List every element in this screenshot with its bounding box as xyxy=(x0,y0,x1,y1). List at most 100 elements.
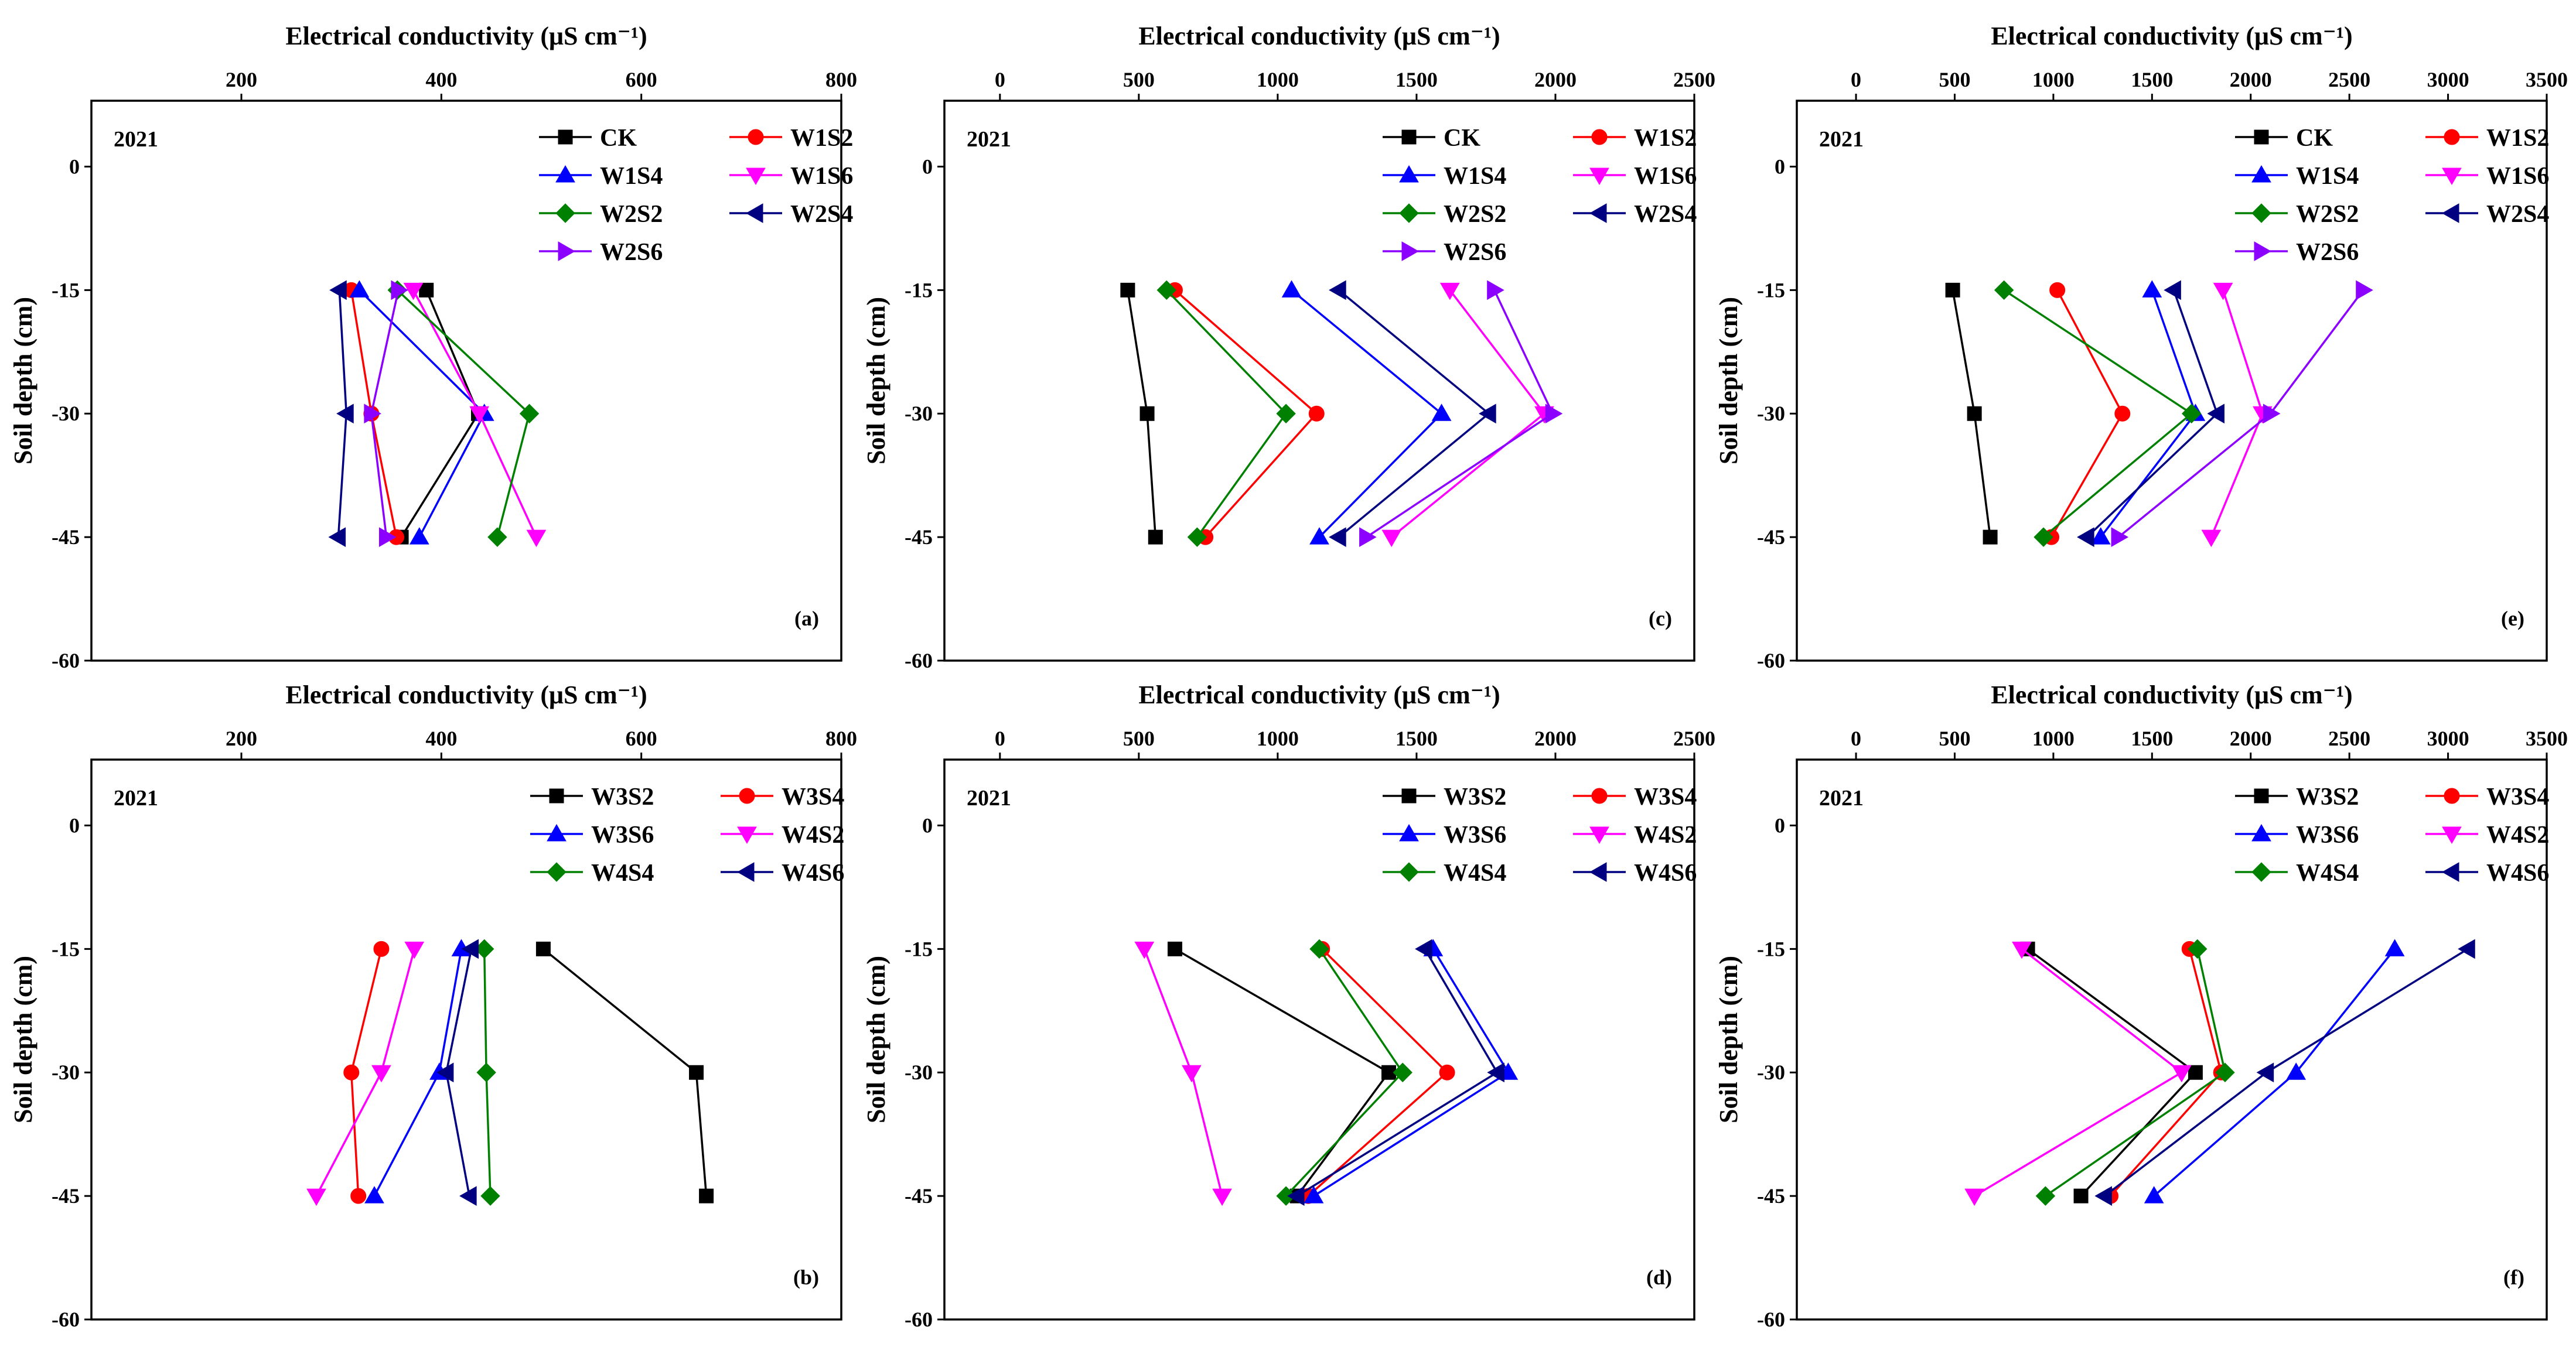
panel-label: (f) xyxy=(2503,1266,2524,1289)
legend-marker xyxy=(737,826,757,845)
series-W3S2 xyxy=(1167,941,1397,1204)
legend-entry-W2S6: W2S6 xyxy=(539,239,663,266)
series-W4S6 xyxy=(436,939,479,1206)
series-W2S2 xyxy=(1156,280,1296,547)
panel-e: Electrical conductivity (μS cm⁻¹) 0 500 100… xyxy=(1714,22,2568,672)
data-point-W4S2-1 xyxy=(1182,1065,1202,1083)
data-point-W1S6-2 xyxy=(526,529,547,548)
y-axis-title: Soil depth (cm) xyxy=(9,297,37,464)
data-point-W4S6-2 xyxy=(1287,1186,1305,1206)
y-axis-title: Soil depth (cm) xyxy=(9,956,37,1123)
series-W2S6 xyxy=(1359,280,1563,547)
y-tick-label: 0 xyxy=(922,813,933,837)
series-W2S6 xyxy=(2111,280,2373,547)
legend-label: W2S6 xyxy=(2296,239,2359,266)
x-tick-label: 1500 xyxy=(1396,727,1438,750)
series-W1S6 xyxy=(1381,282,1554,548)
data-point-W4S6-1 xyxy=(1487,1062,1504,1083)
y-tick-label: -30 xyxy=(52,1061,80,1084)
y-tick-label: -15 xyxy=(905,937,933,960)
series-W1S2 xyxy=(2043,282,2131,545)
plot-frame xyxy=(943,100,1695,662)
legend-entry-W2S2: W2S2 xyxy=(1383,201,1506,228)
data-point-W1S2-1 xyxy=(2114,405,2131,422)
x-axis-title: Electrical conductivity (μS cm⁻¹) xyxy=(1991,22,2352,50)
data-point-W3S4-1 xyxy=(1439,1064,1455,1081)
y-axis-title: Soil depth (cm) xyxy=(862,297,890,464)
legend-label: W1S4 xyxy=(2296,163,2359,190)
y-tick-label: -15 xyxy=(1757,278,1785,302)
legend-marker xyxy=(736,862,755,882)
legend-entry-W1S4: W1S4 xyxy=(1383,163,1506,190)
data-point-W3S6-2 xyxy=(1304,1186,1324,1204)
data-point-W3S2-1 xyxy=(689,1065,704,1080)
y-tick-label: -15 xyxy=(1757,937,1785,960)
x-tick-label: 1500 xyxy=(2131,68,2173,91)
series-line-W3S4 xyxy=(1307,948,1449,1197)
y-tick-label: 0 xyxy=(922,155,933,178)
legend-marker xyxy=(2254,241,2272,261)
legend-label: W3S2 xyxy=(591,784,654,811)
x-tick-label: 1000 xyxy=(1257,68,1299,91)
data-point-W4S2-0 xyxy=(1134,941,1155,959)
legend-marker xyxy=(547,823,567,842)
legend-label: W3S4 xyxy=(1634,784,1697,811)
x-axis-title: Electrical conductivity (μS cm⁻¹) xyxy=(1138,681,1500,709)
series-line-W4S2 xyxy=(1143,948,1223,1196)
legend-marker xyxy=(2251,203,2271,223)
data-point-W2S2-1 xyxy=(2181,404,2202,423)
data-point-W4S4-2 xyxy=(480,1186,500,1206)
x-tick-label: 1500 xyxy=(1396,68,1438,91)
legend-marker xyxy=(1589,862,1607,882)
data-point-W3S6-0 xyxy=(2384,939,2405,956)
legend-marker xyxy=(558,241,576,261)
series-W3S2 xyxy=(2020,941,2203,1204)
legend-entry-W4S2: W4S2 xyxy=(721,822,844,849)
series-W3S4 xyxy=(1300,941,1455,1204)
x-tick-label: 400 xyxy=(425,727,457,750)
data-point-W2S6-0 xyxy=(1487,280,1504,300)
data-point-W3S2-2 xyxy=(2073,1188,2089,1204)
data-point-W2S4-0 xyxy=(329,280,347,300)
data-point-W1S6-0 xyxy=(403,282,424,300)
series-CK xyxy=(394,282,486,545)
data-point-W2S6-1 xyxy=(364,404,381,424)
data-point-W1S4-0 xyxy=(2142,280,2162,298)
legend-entry-W3S2: W3S2 xyxy=(530,784,654,811)
x-tick-label: 500 xyxy=(1123,68,1155,91)
series-W4S6 xyxy=(2094,939,2475,1206)
y-tick-label: -60 xyxy=(905,649,933,672)
year-label: 2021 xyxy=(1819,786,1864,811)
data-point-W1S4-0 xyxy=(1281,280,1302,298)
legend-marker xyxy=(2251,165,2271,183)
legend-label: W2S2 xyxy=(1444,201,1506,228)
legend-label: W2S4 xyxy=(2486,201,2549,228)
data-point-W3S4-0 xyxy=(373,941,390,957)
data-point-CK-1 xyxy=(1139,406,1155,421)
data-point-W2S4-0 xyxy=(2164,280,2181,300)
data-point-W1S6-0 xyxy=(2213,282,2233,300)
legend-entry-W4S6: W4S6 xyxy=(1573,860,1697,887)
data-point-W2S2-1 xyxy=(1276,404,1296,423)
series-W3S4 xyxy=(2103,941,2229,1204)
plot-frame xyxy=(1796,758,2548,1321)
series-line-W2S6 xyxy=(2117,289,2365,538)
legend-marker xyxy=(1589,203,1607,223)
data-point-W4S2-1 xyxy=(2171,1065,2192,1083)
series-W3S4 xyxy=(343,941,390,1204)
y-tick-label: -15 xyxy=(52,937,80,960)
y-tick-label: -45 xyxy=(905,525,933,549)
x-tick-label: 0 xyxy=(995,727,1005,750)
data-point-W2S2-2 xyxy=(487,527,507,547)
legend-entry-W1S2: W1S2 xyxy=(729,125,853,152)
x-tick-label: 200 xyxy=(226,68,257,91)
legend-label: W1S2 xyxy=(1634,125,1697,152)
year-label: 2021 xyxy=(967,786,1011,811)
series-W4S6 xyxy=(1287,939,1504,1206)
data-point-W4S4-0 xyxy=(2188,939,2207,959)
legend-label: W3S6 xyxy=(591,822,654,849)
x-tick-label: 2000 xyxy=(1534,68,1577,91)
x-axis-title: Electrical conductivity (μS cm⁻¹) xyxy=(1991,681,2352,709)
series-W2S4 xyxy=(2077,280,2224,547)
legend-label: W2S4 xyxy=(790,201,853,228)
